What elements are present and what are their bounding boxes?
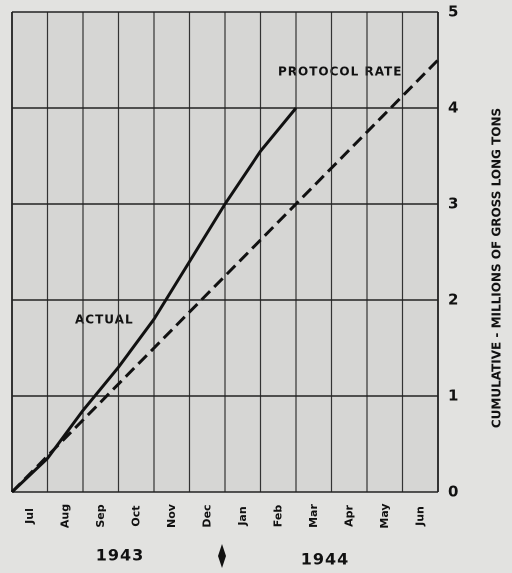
series-label: PROTOCOL RATE: [278, 65, 402, 79]
x-tick-label: Feb: [271, 505, 284, 528]
x-tick-label: May: [378, 503, 391, 528]
series-label: ACTUAL: [75, 313, 134, 327]
x-tick-label: Nov: [165, 503, 178, 528]
y-axis-label: CUMULATIVE - MILLIONS OF GROSS LONG TONS: [490, 108, 504, 428]
y-tick-label: 0: [448, 483, 458, 501]
year-label: 1943: [96, 546, 145, 565]
x-tick-label: Aug: [58, 504, 71, 528]
x-tick-label: Jun: [413, 506, 426, 527]
x-tick-label: Jan: [236, 506, 249, 526]
y-tick-label: 1: [448, 387, 458, 405]
x-tick-label: Jul: [23, 508, 36, 525]
series-line: [10, 58, 440, 494]
year-label: 1944: [301, 550, 350, 569]
x-tick-label: Mar: [307, 504, 320, 528]
y-tick-label: 5: [448, 3, 458, 21]
x-tick-label: Dec: [200, 504, 213, 527]
y-tick-label: 2: [448, 291, 458, 309]
y-tick-label: 4: [448, 99, 458, 117]
x-tick-label: Sep: [94, 504, 107, 527]
y-tick-label: 3: [448, 195, 458, 213]
year-divider: [218, 544, 226, 568]
series-line: [10, 107, 298, 494]
x-tick-label: Apr: [342, 505, 355, 527]
x-tick-label: Oct: [129, 505, 142, 526]
